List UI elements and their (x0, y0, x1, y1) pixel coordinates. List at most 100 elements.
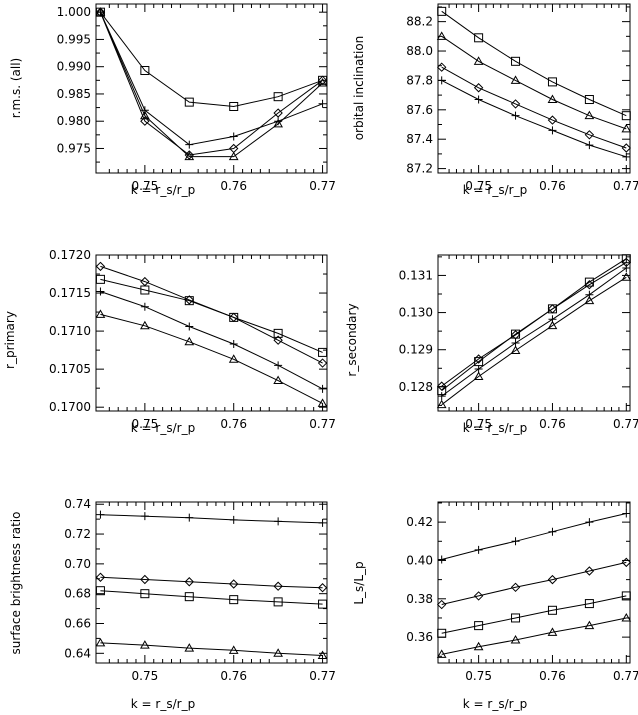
plot-frame (95, 254, 328, 412)
plot-area: 0.75 0.76 0.77 0.64 0.66 0.68 0.70 0.72 0.74 (64, 497, 336, 683)
point-square (273, 92, 283, 102)
point-triangle (547, 627, 558, 636)
point-triangle (184, 336, 195, 346)
y-axis-label: r.m.s. (all) (9, 58, 23, 118)
y-tick-label: 0.129 (399, 343, 433, 357)
point-diamond (510, 99, 521, 109)
point-plus (185, 140, 194, 149)
y-tick-label: 0.42 (406, 515, 433, 529)
plot-area: 0.75 0.76 0.77 0.36 0.38 0.40 0.42 (406, 501, 638, 683)
x-tick-label: 0.75 (465, 417, 492, 431)
series-line-square (441, 10, 627, 117)
point-triangle (621, 123, 632, 133)
point-square (318, 347, 328, 357)
series-line-triangle (441, 276, 627, 406)
point-plus (96, 287, 105, 296)
y-tick-label: 0.130 (399, 306, 433, 320)
point-plus (185, 322, 194, 331)
point-plus (96, 510, 105, 519)
point-plus (140, 302, 149, 311)
plot-area: 0.75 0.76 0.77 87.2 87.4 87.6 87.8 88.0 88.2 (406, 3, 638, 193)
point-plus (437, 555, 446, 564)
y-tick-label: 0.70 (64, 557, 91, 571)
point-diamond (436, 62, 447, 72)
point-plus (548, 126, 557, 135)
x-tick-label: 0.76 (539, 669, 566, 683)
point-diamond (184, 295, 194, 305)
point-triangle (184, 643, 195, 652)
point-plus (585, 518, 594, 527)
point-triangle (621, 612, 632, 622)
y-tick-label: 0.985 (57, 87, 91, 101)
point-plus (185, 513, 194, 522)
series-line-diamond (100, 265, 323, 364)
point-square (511, 329, 521, 339)
y-tick-label: 0.995 (57, 32, 91, 46)
series-line-plus (100, 291, 323, 390)
point-triangle (317, 78, 328, 87)
point-square (547, 605, 557, 615)
point-diamond (473, 591, 484, 601)
point-triangle (140, 320, 150, 330)
plot-area: 0.75 0.76 0.77 0.975 0.980 0.985 0.990 0.995 1.0… (57, 3, 336, 193)
x-tick-label: 0.75 (465, 669, 492, 683)
y-tick-label: 0.66 (64, 616, 91, 630)
point-square (584, 95, 594, 105)
point-diamond (229, 579, 239, 589)
point-triangle (317, 650, 328, 660)
y-tick-label: 87.2 (406, 162, 433, 176)
y-tick-label: 0.1705 (49, 362, 91, 376)
series-line-triangle (100, 642, 323, 656)
x-axis-label: k = r_s/r_p (463, 697, 527, 711)
point-plus (318, 99, 327, 108)
y-tick-label: 0.64 (64, 646, 91, 660)
point-square (184, 97, 194, 107)
point-plus (474, 95, 483, 104)
series-line-square (100, 590, 323, 605)
point-square (584, 599, 594, 609)
x-tick-label: 0.75 (465, 179, 492, 193)
point-triangle (473, 371, 484, 380)
y-tick-label: 88.2 (406, 15, 433, 29)
x-tick-label: 0.77 (309, 669, 336, 683)
point-triangle (317, 398, 328, 407)
series-line-triangle (441, 617, 627, 655)
point-plus (437, 76, 446, 85)
y-tick-label: 0.72 (64, 527, 91, 541)
point-triangle (95, 309, 106, 318)
point-diamond (273, 581, 283, 591)
point-triangle (273, 375, 283, 385)
point-square (621, 254, 631, 264)
series-line-diamond (99, 12, 323, 156)
point-triangle (184, 151, 195, 161)
point-square (184, 296, 194, 306)
point-diamond (317, 75, 328, 86)
y-tick-label: 0.38 (406, 592, 433, 606)
point-square (547, 77, 557, 87)
plot-frame (95, 501, 328, 664)
point-diamond (584, 566, 595, 576)
point-triangle (436, 649, 447, 658)
x-tick-label: 0.77 (613, 669, 638, 683)
point-square (229, 595, 239, 605)
point-triangle (584, 295, 595, 305)
series-line-plus (441, 513, 627, 560)
plot-frame (95, 3, 328, 174)
panel-orbital-inclination: 0.75 0.76 0.77 87.2 87.4 87.6 87.8 88.0 88.2 k =… (352, 3, 638, 197)
point-plus (585, 141, 594, 150)
point-diamond (473, 83, 484, 93)
point-plus (437, 392, 446, 401)
point-diamond (184, 577, 194, 587)
point-triangle (228, 645, 239, 654)
panel-r-secondary: 0.75 0.76 0.77 0.128 0.129 0.130 0.131 k = r_s… (345, 254, 638, 435)
point-plus (229, 515, 238, 524)
series-line-diamond (441, 66, 627, 149)
series-line-triangle (100, 313, 323, 404)
y-tick-label: 0.980 (57, 114, 91, 128)
series-line-plus (99, 11, 323, 146)
point-square (474, 33, 484, 43)
point-plus (511, 537, 520, 546)
point-triangle (510, 75, 521, 84)
point-diamond (584, 130, 595, 140)
